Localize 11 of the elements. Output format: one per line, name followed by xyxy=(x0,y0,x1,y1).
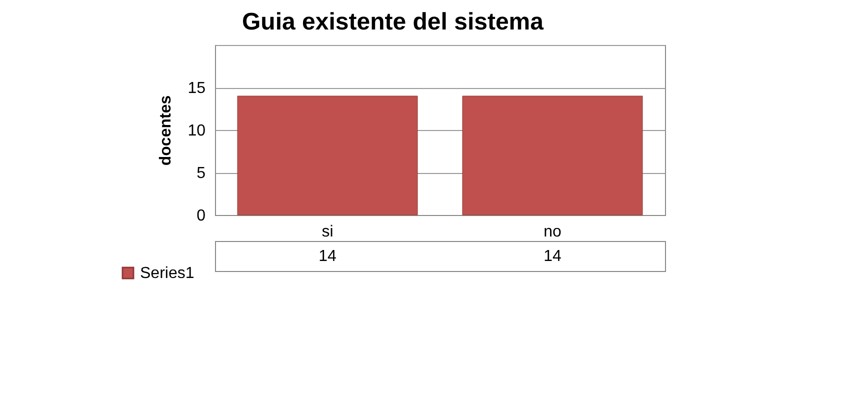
chart-title: Guia existente del sistema xyxy=(242,8,544,36)
y-tick-label: 10 xyxy=(188,122,206,140)
data-label: 14 xyxy=(318,248,336,265)
y-tick-label: 15 xyxy=(188,80,206,97)
legend-label: Series1 xyxy=(140,265,194,282)
data-label: 14 xyxy=(544,248,562,265)
y-tick-label: 5 xyxy=(196,165,206,182)
x-tick-label: si xyxy=(322,224,334,240)
y-tick-label: 0 xyxy=(196,208,206,224)
x-tick-label: no xyxy=(544,224,562,240)
y-axis-title: docentes xyxy=(158,95,175,166)
